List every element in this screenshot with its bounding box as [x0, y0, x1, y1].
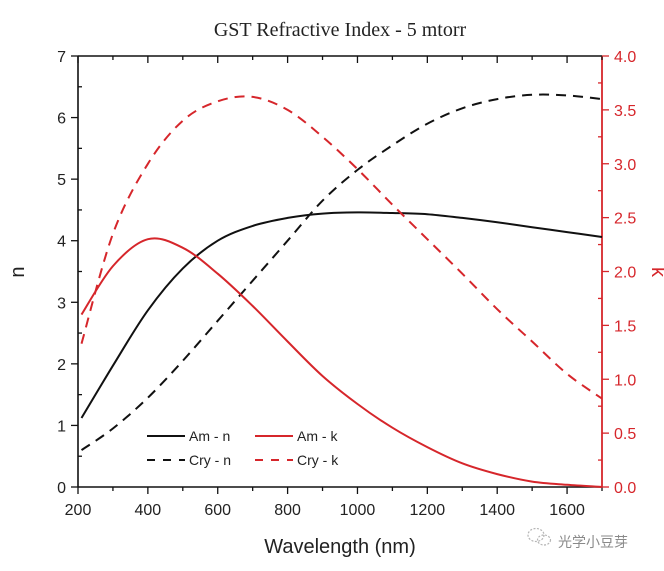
y-tick-label: 3 [57, 295, 66, 312]
series-cry-k [80, 95, 603, 400]
y-axis-right: 0.0 0.5 1.0 1.5 2.0 2.5 3.0 3.5 4.0 [598, 49, 636, 497]
y-tick-label: 2 [57, 357, 66, 374]
legend: Am - n Cry - n Am - k Cry - k [147, 428, 339, 468]
y-tick-label: 1 [57, 418, 66, 435]
y-axis-left: 0 1 2 3 4 5 6 7 [57, 49, 82, 497]
y-right-tick-label: 2.0 [614, 265, 636, 282]
x-axis-label: Wavelength (nm) [264, 536, 416, 558]
y-right-tick-label: 1.0 [614, 372, 636, 389]
x-tick-label: 1200 [410, 502, 446, 519]
watermark-text: 光学小豆芽 [558, 535, 628, 551]
x-tick-label: 400 [135, 502, 162, 519]
y-axis-label-left: n [7, 266, 29, 277]
series-layer [80, 93, 603, 488]
x-tick-label: 800 [274, 502, 301, 519]
x-axis: 200 400 600 800 1000 1200 1400 1600 [65, 56, 603, 519]
legend-label: Cry - n [189, 452, 231, 468]
y-right-tick-label: 0.0 [614, 480, 636, 497]
y-tick-label: 5 [57, 172, 66, 189]
x-tick-label: 1600 [549, 502, 585, 519]
y-right-tick-label: 3.0 [614, 157, 636, 174]
y-right-tick-label: 0.5 [614, 426, 636, 443]
x-tick-label: 600 [204, 502, 231, 519]
y-tick-label: 4 [57, 234, 66, 251]
y-tick-label: 0 [57, 480, 66, 497]
x-tick-label: 200 [65, 502, 92, 519]
series-am-n [80, 211, 603, 419]
legend-label: Am - k [297, 428, 338, 444]
y-tick-label: 6 [57, 111, 66, 128]
watermark: 光学小豆芽 [527, 527, 628, 551]
y-right-tick-label: 1.5 [614, 318, 636, 335]
plot-frame [77, 55, 603, 488]
legend-label: Am - n [189, 428, 230, 444]
y-right-tick-label: 2.5 [614, 211, 636, 228]
y-tick-label: 7 [57, 49, 66, 66]
x-tick-label: 1000 [340, 502, 376, 519]
series-cry-n [80, 93, 603, 451]
series-am-k [80, 237, 603, 488]
y-right-tick-label: 4.0 [614, 49, 636, 66]
chart-title: GST Refractive Index - 5 mtorr [214, 19, 467, 41]
wechat-icon [527, 527, 552, 546]
x-tick-label: 1400 [479, 502, 515, 519]
legend-label: Cry - k [297, 452, 339, 468]
y-right-tick-label: 3.5 [614, 103, 636, 120]
y-axis-label-right: k [647, 267, 664, 278]
